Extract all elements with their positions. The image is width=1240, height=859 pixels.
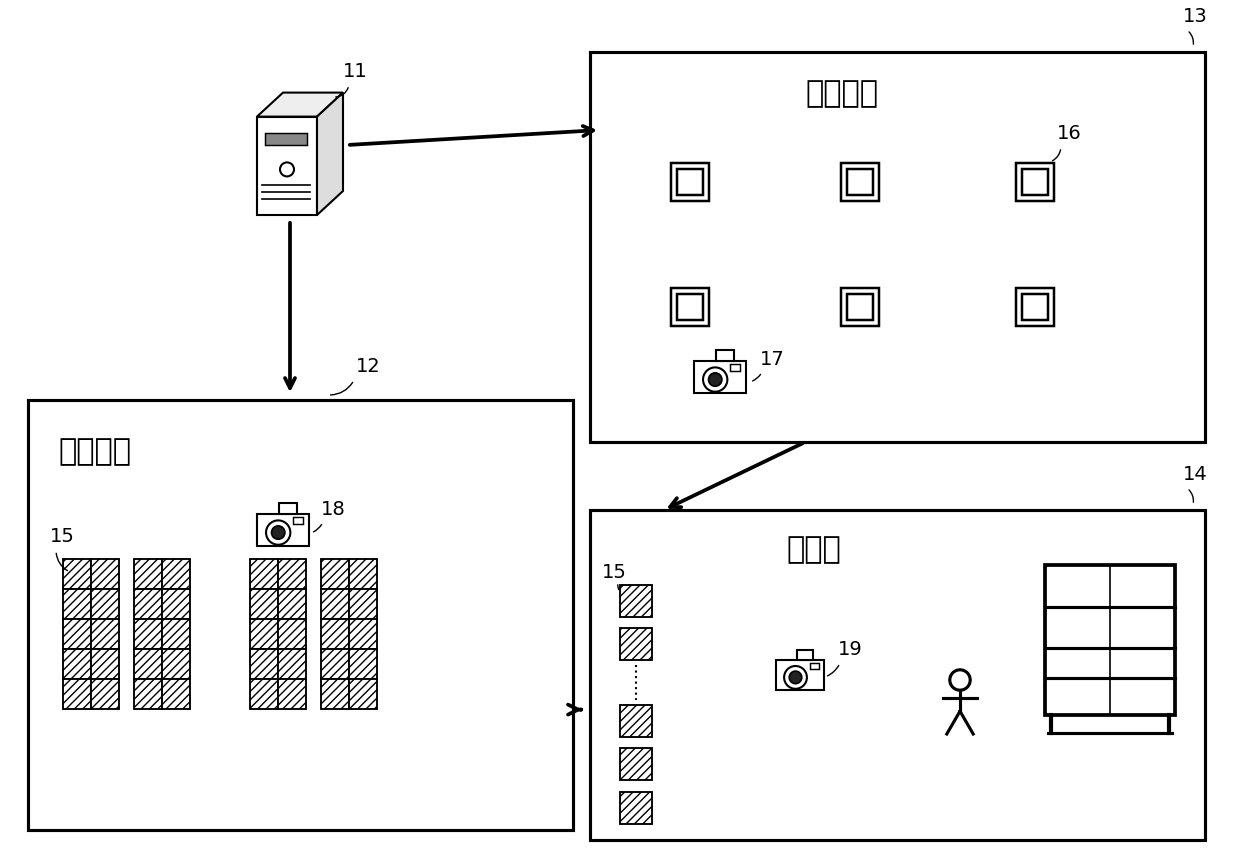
Bar	[1016, 288, 1054, 326]
Bar	[278, 619, 306, 649]
Circle shape	[784, 666, 807, 689]
Bar	[265, 133, 308, 145]
Bar	[279, 503, 298, 514]
Bar	[63, 589, 91, 619]
Bar	[694, 361, 745, 393]
Bar	[162, 559, 190, 589]
Bar	[730, 364, 740, 371]
Bar	[348, 679, 377, 709]
Bar	[841, 288, 879, 326]
Text: 仓储区域: 仓储区域	[58, 437, 131, 466]
Bar	[63, 559, 91, 589]
Bar	[590, 510, 1205, 840]
Bar	[91, 589, 119, 619]
Bar	[63, 679, 91, 709]
Polygon shape	[257, 93, 343, 117]
Bar	[258, 514, 309, 546]
Bar	[91, 559, 119, 589]
Bar	[321, 559, 348, 589]
Text: 17: 17	[760, 350, 785, 369]
Bar	[91, 679, 119, 709]
Bar	[250, 619, 278, 649]
Bar	[1016, 163, 1054, 201]
Bar	[250, 559, 278, 589]
Bar	[677, 168, 703, 195]
Circle shape	[272, 526, 285, 539]
Bar	[620, 585, 652, 617]
Bar	[278, 649, 306, 679]
Bar	[278, 679, 306, 709]
Bar	[321, 619, 348, 649]
Circle shape	[789, 671, 802, 684]
Bar	[162, 679, 190, 709]
Bar	[63, 619, 91, 649]
Bar	[321, 649, 348, 679]
Bar	[250, 649, 278, 679]
Bar	[847, 168, 873, 195]
Text: 13: 13	[1183, 7, 1208, 26]
Text: 19: 19	[838, 640, 863, 659]
Bar	[134, 619, 162, 649]
Bar	[321, 679, 348, 709]
Text: 充电区域: 充电区域	[805, 80, 878, 108]
Text: 16: 16	[1056, 124, 1081, 143]
Text: 工作站: 工作站	[787, 535, 842, 564]
Bar	[810, 663, 818, 669]
Bar	[293, 517, 303, 524]
Bar	[620, 705, 652, 737]
Bar	[250, 679, 278, 709]
Bar	[677, 294, 703, 320]
Circle shape	[708, 373, 722, 387]
Bar	[847, 294, 873, 320]
Bar	[1022, 294, 1048, 320]
Text: 11: 11	[343, 62, 368, 81]
Bar	[91, 649, 119, 679]
Bar	[134, 559, 162, 589]
Text: 18: 18	[321, 500, 346, 519]
Bar	[1045, 565, 1176, 715]
Bar	[776, 660, 825, 690]
Polygon shape	[317, 93, 343, 215]
Text: 15: 15	[601, 563, 627, 582]
Bar	[671, 163, 709, 201]
Bar	[620, 748, 652, 780]
Bar	[134, 649, 162, 679]
Bar	[841, 163, 879, 201]
Bar	[348, 589, 377, 619]
Bar	[134, 589, 162, 619]
Bar	[348, 559, 377, 589]
Polygon shape	[257, 117, 317, 215]
Bar	[1022, 168, 1048, 195]
Bar	[321, 589, 348, 619]
Bar	[250, 589, 278, 619]
Bar	[29, 400, 573, 830]
Bar	[278, 589, 306, 619]
Bar	[162, 589, 190, 619]
Text: 14: 14	[1183, 465, 1208, 484]
Circle shape	[703, 368, 728, 392]
Bar	[278, 559, 306, 589]
Bar	[91, 619, 119, 649]
Bar	[671, 288, 709, 326]
Bar	[348, 619, 377, 649]
Bar	[717, 350, 734, 361]
Circle shape	[267, 521, 290, 545]
Bar	[162, 649, 190, 679]
Bar	[63, 649, 91, 679]
Bar	[590, 52, 1205, 442]
Bar	[162, 619, 190, 649]
Text: 12: 12	[356, 357, 381, 376]
Bar	[797, 649, 813, 660]
Bar	[134, 679, 162, 709]
Bar	[348, 649, 377, 679]
Bar	[620, 792, 652, 824]
Bar	[620, 628, 652, 660]
Text: 15: 15	[50, 527, 74, 546]
